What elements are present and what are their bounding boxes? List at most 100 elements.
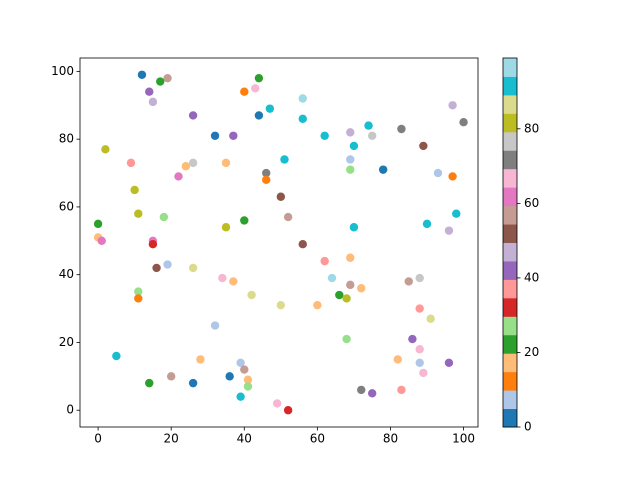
colorbar-segment: [503, 205, 517, 225]
scatter-point: [327, 273, 337, 283]
scatter-point: [342, 334, 351, 344]
scatter-point: [419, 368, 428, 378]
scatter-point: [163, 260, 172, 269]
scatter-point: [156, 77, 165, 86]
scatter-point: [283, 406, 293, 415]
scatter-point: [276, 192, 286, 201]
scatter-point: [196, 355, 205, 364]
colorbar-segment: [503, 187, 517, 207]
y-tick-label: 20: [59, 335, 74, 349]
scatter-point: [240, 365, 249, 374]
scatter-point: [262, 168, 271, 178]
x-tick-label: 80: [383, 432, 398, 446]
colorbar-segment: [503, 371, 517, 391]
scatter-point: [236, 358, 245, 367]
colorbar-segment: [503, 224, 517, 243]
x-tick-label: 0: [94, 432, 102, 446]
scatter-point: [229, 131, 238, 140]
y-tick-label: 60: [59, 199, 74, 213]
scatter-point: [137, 70, 147, 79]
colorbar-segment: [503, 260, 517, 280]
scatter-point: [415, 358, 424, 367]
scatter-point: [159, 212, 169, 222]
scatter-point: [346, 165, 355, 174]
scatter-point: [422, 219, 432, 229]
scatter-point: [166, 372, 176, 381]
scatter-point: [346, 280, 355, 290]
colorbar-segment: [503, 316, 517, 336]
scatter-point: [218, 273, 227, 283]
scatter-point: [313, 300, 322, 310]
scatter-point: [367, 131, 377, 140]
scatter-point: [298, 239, 307, 249]
colorbar-frame: [502, 57, 518, 428]
scatter-point: [433, 168, 443, 178]
scatter-point: [415, 273, 424, 283]
scatter-point: [152, 263, 161, 273]
scatter-point: [148, 97, 158, 107]
scatter-point: [283, 212, 293, 222]
scatter-point: [320, 131, 329, 140]
y-tick-label: 100: [51, 64, 74, 78]
scatter-point: [459, 118, 468, 127]
scatter-point: [221, 158, 231, 168]
scatter-point: [188, 158, 198, 168]
scatter-point: [130, 185, 139, 195]
colorbar-segment: [503, 242, 517, 262]
colorbar-segment: [503, 150, 517, 170]
scatter-point: [448, 172, 457, 181]
scatter-point: [229, 277, 238, 286]
colorbar-segment: [503, 113, 517, 133]
colorbar-tick-label: 80: [524, 121, 539, 135]
colorbar-segment: [503, 334, 517, 354]
colorbar-segment: [503, 279, 517, 299]
colorbar-segment: [503, 353, 517, 373]
x-tick-label: 100: [452, 432, 475, 446]
scatter-point: [262, 175, 271, 185]
scatter-point: [404, 277, 413, 286]
scatter-point: [210, 321, 220, 330]
y-tick-label: 0: [66, 403, 74, 417]
scatter-point: [280, 155, 289, 164]
scatter-point: [426, 314, 435, 323]
colorbar-segment: [503, 94, 517, 114]
scatter-point: [364, 121, 373, 130]
colorbar-segment: [503, 76, 517, 96]
colorbar-segment: [503, 390, 517, 410]
scatter-point: [408, 334, 417, 344]
x-tick-label: 60: [310, 432, 325, 446]
scatter-point: [346, 155, 355, 164]
scatter-point: [342, 294, 351, 303]
scatter-point: [225, 372, 234, 381]
scatter-point: [254, 111, 264, 120]
scatter-point: [265, 104, 275, 113]
colorbar-segment: [503, 297, 517, 317]
scatter-point: [97, 236, 106, 246]
scatter-point: [357, 284, 366, 293]
scatter-point: [247, 290, 256, 300]
scatter-point: [254, 73, 264, 83]
scatter-point: [335, 290, 344, 300]
colorbar-segment: [503, 131, 517, 151]
colorbar-tick-label: 0: [524, 420, 532, 434]
scatter-point: [134, 209, 143, 218]
scatter-point: [378, 165, 388, 174]
scatter-point: [367, 389, 377, 398]
scatter-point: [393, 355, 402, 364]
colorbar-segment: [503, 168, 517, 188]
scatter-point: [188, 378, 198, 388]
scatter-point: [346, 128, 355, 137]
y-tick-label: 40: [59, 267, 74, 281]
scatter-point: [415, 345, 424, 354]
colorbar-segment: [503, 58, 517, 77]
colorbar-tick-label: 20: [524, 345, 539, 359]
scatter-point: [134, 287, 143, 296]
scatter-point: [148, 239, 158, 249]
colorbar-segment: [503, 408, 517, 428]
scatter-point: [112, 351, 121, 361]
scatter-point: [415, 304, 424, 313]
scatter-point: [174, 172, 183, 181]
scatter-point: [134, 294, 143, 303]
scatter-point: [397, 124, 406, 134]
